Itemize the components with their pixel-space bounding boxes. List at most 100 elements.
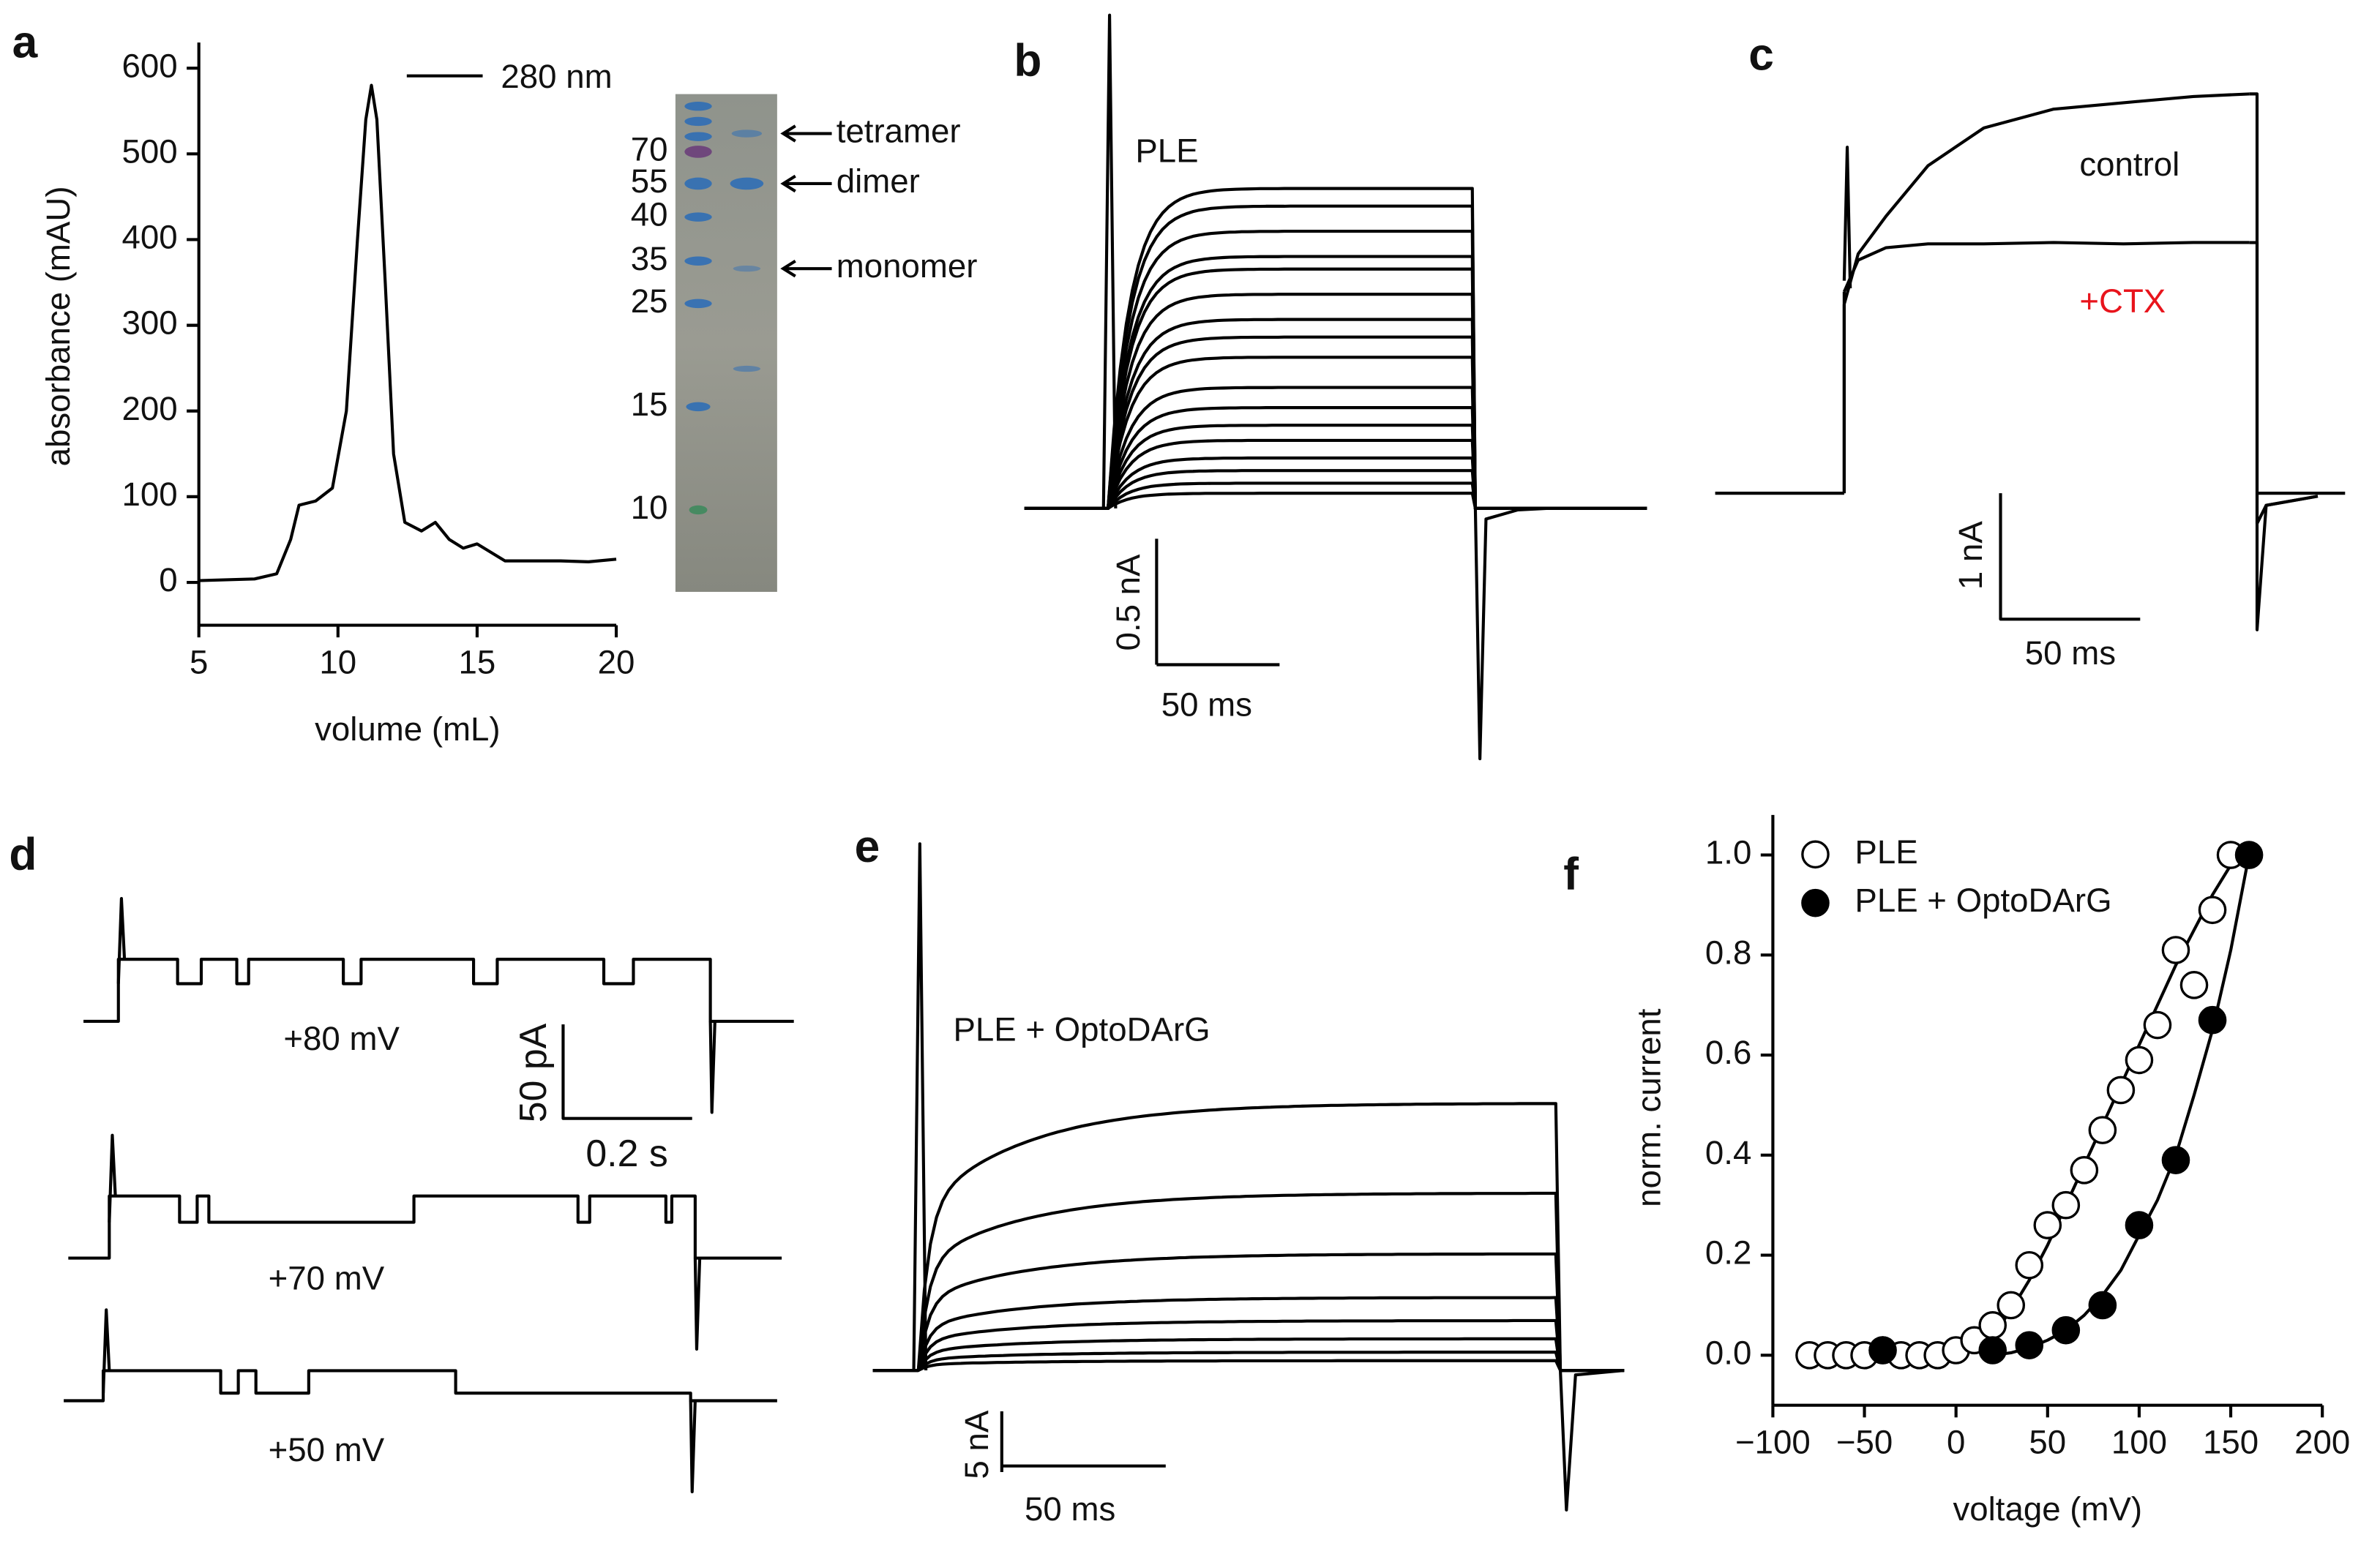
y-tick-label: 0.0 [1705,1334,1751,1371]
x-tick-label: 150 [2203,1424,2259,1461]
legend-marker [1801,888,1830,917]
trace-label: control [2079,146,2179,183]
current-trace [872,1252,1625,1373]
x-tick-label: 10 [319,644,356,681]
x-tick-label: 50 [2029,1424,2066,1461]
single-channel-trace [68,1194,782,1260]
point [1997,1291,2026,1320]
panel-label: c [1748,29,1774,80]
fit-line [1992,855,2251,1357]
spike [116,897,716,1114]
scale-bar-label: 50 ms [2025,634,2116,672]
gel-marker-label: 40 [631,196,668,233]
current-trace [1024,406,1647,510]
point [2088,1291,2117,1320]
y-tick-label: 200 [122,390,178,427]
scale-bar [1999,493,2141,621]
current-trace [1024,481,1647,510]
current-trace [1024,267,1647,510]
y-tick-label: 100 [122,476,178,513]
point [1978,1336,2007,1365]
point [2033,1211,2062,1239]
current-trace [872,1337,1625,1373]
current-trace [1024,204,1647,510]
x-axis-label: voltage (mV) [1953,1490,2142,1528]
current-trace [1024,386,1647,510]
current-trace [1024,255,1647,510]
point [2234,841,2264,869]
scale-bar-label: 0.5 nA [1109,554,1147,650]
current-trace [1024,335,1647,510]
y-tick-label: 0.8 [1705,934,1751,971]
arrow [780,174,832,193]
y-tick-label: 500 [122,132,178,170]
current-trace [1024,469,1647,510]
current-trace [872,1296,1625,1373]
x-tick-label: 100 [2111,1424,2167,1461]
gel-image [675,94,777,592]
panel-label: a [12,18,38,68]
gel-marker-label: 10 [631,489,668,526]
y-tick-label: 0 [159,561,177,598]
tail-spike [1558,1368,1625,1512]
current-trace [1024,492,1647,510]
gel-marker-label: 35 [631,240,668,277]
current-trace [1842,92,2250,305]
capacitive-spike [1842,146,1852,289]
line [198,83,617,582]
current-trace [1024,187,1647,510]
y-axis-label: absorbance (mAU) [40,187,77,467]
capacitive-spike [1101,13,1118,508]
legend-label: PLE [1855,833,1917,871]
point [2015,1250,2044,1280]
current-trace [872,1359,1625,1373]
current-trace [1024,424,1647,510]
point [2088,1116,2117,1144]
band-label: dimer [837,162,920,200]
current-trace [1024,230,1647,510]
x-tick-label: −100 [1735,1424,1811,1461]
arrow [780,124,832,143]
legend-label: 280 nm [501,58,612,95]
current-trace [1024,293,1647,510]
y-tick-label: 0.2 [1705,1234,1751,1272]
y-tick-label: 1.0 [1705,834,1751,871]
point [2070,1156,2099,1185]
panel-label: b [1014,36,1041,86]
gel-marker-label: 70 [631,130,668,168]
point [2198,896,2227,925]
trace-label: +70 mV [269,1260,385,1297]
point [1978,1311,2007,1340]
scale-bar [1000,1411,1166,1472]
current-trace [872,1191,1625,1373]
current-trace [1024,356,1647,510]
arrow [780,260,832,278]
single-channel-trace [64,1369,777,1403]
point [2143,1010,2172,1040]
legend-label: PLE + OptoDArG [1855,882,2111,919]
panel-label: f [1563,849,1579,899]
spike [108,1133,702,1351]
x-tick-label: 20 [598,644,635,681]
x-tick-label: −50 [1836,1424,1893,1461]
panel-label: e [855,822,880,872]
band-label: tetramer [837,113,961,150]
point [2051,1315,2081,1345]
trace-label: +80 mV [283,1020,400,1057]
current-trace [1024,438,1647,510]
scale-bar [1155,538,1280,667]
current-trace [1024,318,1647,510]
edges [1842,241,2319,631]
y-axis-label: norm. current [1631,1008,1668,1207]
x-axis-label: volume (mL) [315,710,501,748]
spike [101,1308,697,1494]
trace-label: +CTX [2079,282,2166,320]
panel-label: d [9,829,37,879]
current-trace [872,1318,1625,1373]
x-tick-label: 5 [190,644,208,681]
current-trace [872,1351,1625,1373]
trace-label: PLE [1135,132,1198,170]
y-tick-label: 0.4 [1705,1134,1751,1171]
gel-marker-label: 55 [631,162,668,200]
point [2015,1331,2044,1359]
